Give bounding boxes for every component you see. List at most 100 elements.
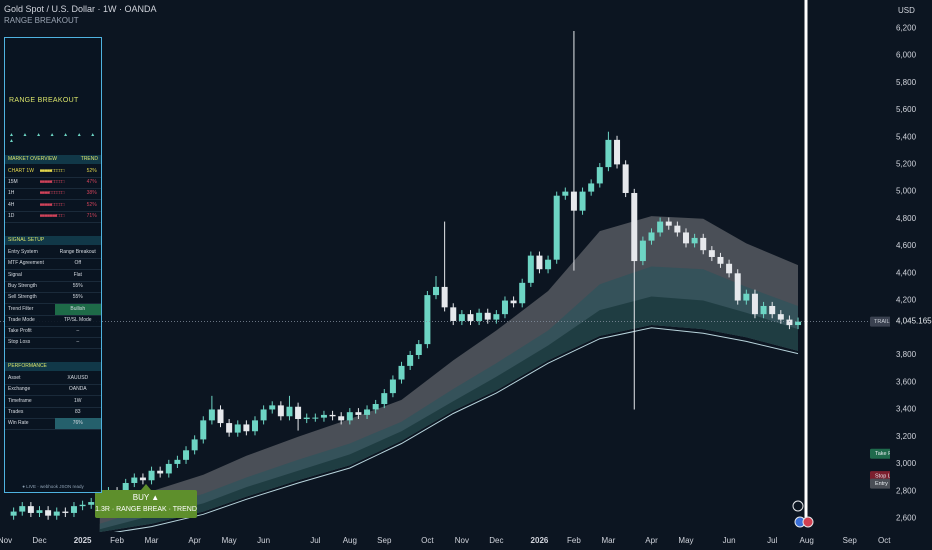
row-value: 1W (74, 397, 82, 404)
strength-bar: ■■■■■■■□□□ (39, 212, 65, 219)
candle-body (364, 409, 371, 415)
candle-body (148, 470, 155, 481)
candle-body (338, 416, 345, 421)
y-tick-label: 5,400 (896, 132, 917, 141)
overview-row: 1H ■■■■□□□□□□ 38% (5, 188, 101, 201)
candle-body (372, 404, 379, 410)
candle-body (743, 293, 750, 301)
row-value: 76% (54, 418, 101, 430)
candle-body (157, 470, 164, 474)
row-label: Sell Strength (8, 294, 37, 301)
candle-body (760, 305, 767, 315)
candle-body (381, 393, 388, 405)
x-tick-label: Feb (567, 536, 581, 545)
candle-body (191, 439, 198, 451)
candle-body (398, 365, 405, 380)
candle-body (588, 183, 595, 192)
buy-signal: BUY ▲ 1.3R · RANGE BREAK · TREND (95, 484, 197, 518)
candle-body (545, 259, 552, 270)
candle-body (226, 423, 233, 433)
row-value: – (76, 328, 80, 335)
candle-body (501, 300, 508, 315)
panel-row: Trend Filter Bullish (5, 303, 101, 316)
x-tick-label: Dec (489, 536, 503, 545)
row-label: Entry System (8, 249, 38, 255)
level-tag (870, 478, 890, 489)
candle-body (208, 409, 215, 421)
candle-body (458, 314, 465, 321)
overview-row: 1D ■■■■■■■□□□ 71% (5, 211, 101, 223)
candle-body (329, 414, 336, 417)
candle-body (424, 295, 431, 345)
row-value: 55% (72, 294, 83, 301)
panel-row: Trades 83 (5, 407, 101, 419)
x-tick-label: Aug (343, 536, 357, 545)
candle-body (769, 305, 776, 315)
trail-line (113, 327, 799, 532)
candle-body (277, 405, 284, 417)
candle-body (777, 314, 784, 320)
row-value: 55% (72, 282, 83, 289)
price-tag (890, 315, 932, 328)
candle-body (295, 406, 302, 419)
x-tick-label: Dec (32, 536, 46, 545)
candle-body (657, 221, 664, 233)
channel-band (99, 266, 799, 532)
candle-body (674, 225, 681, 233)
y-tick-label: 5,200 (896, 159, 917, 168)
candle-body (62, 511, 69, 513)
candle-body (786, 319, 793, 326)
x-tick-label: Mar (145, 536, 159, 545)
candle-body (415, 344, 422, 355)
candle-body (751, 293, 758, 315)
candle-body (243, 424, 250, 432)
timeframe: 15M (8, 179, 18, 186)
candle-body (260, 409, 267, 421)
trail-label: TRAIL (874, 319, 890, 325)
x-tick-label: Jun (723, 536, 736, 545)
y-tick-label: 5,600 (896, 105, 917, 114)
x-tick-label: May (678, 536, 693, 545)
heading-text: MARKET OVERVIEW (8, 156, 57, 162)
y-tick-label: 4,200 (896, 296, 917, 305)
timeframe: 4H (8, 201, 15, 208)
panel-arrows: ▲ ▲ ▲ ▲ ▲ ▲ ▲ ▲ (9, 132, 99, 144)
candle-body (355, 412, 362, 415)
panel-row: Trade Mode TP/SL Mode (5, 315, 101, 327)
candle-body (622, 164, 629, 193)
candle-body (691, 237, 698, 244)
candle-body (88, 502, 95, 505)
candle-body (570, 191, 577, 211)
strength-bar: ■■■■■□□□□□ (39, 201, 65, 208)
candle-body (139, 477, 146, 481)
candle-body (269, 405, 276, 410)
row-label: Stop Loss (8, 339, 31, 346)
y-tick-label: 4,800 (896, 214, 917, 223)
candle-body (286, 406, 293, 417)
candle-body (10, 511, 17, 516)
strength-pct: 52% (86, 201, 97, 208)
row-value: Bullish (54, 303, 101, 315)
candle-body (536, 255, 543, 270)
candle-body (700, 237, 707, 251)
x-tick-label: Jun (257, 536, 270, 545)
candle-body (407, 355, 414, 366)
strength-bar: ■■■■■□□□□□ (39, 179, 65, 186)
candle-body (234, 424, 241, 433)
x-tick-label: Mar (602, 536, 616, 545)
panel-row: MTF Agreement Off (5, 258, 101, 271)
candle-body (510, 300, 517, 304)
candle-body (346, 412, 353, 421)
candle-body (131, 477, 138, 483)
panel-title: RANGE BREAKOUT (9, 97, 79, 104)
candle-body (19, 506, 26, 512)
candle-body (217, 409, 224, 424)
x-tick-label: Jul (767, 536, 777, 545)
candle-body (639, 240, 646, 262)
panel-row: Win Rate 76% (5, 418, 101, 431)
x-tick-label: Nov (455, 536, 469, 545)
candle-body (79, 504, 86, 507)
candle-body (605, 139, 612, 168)
